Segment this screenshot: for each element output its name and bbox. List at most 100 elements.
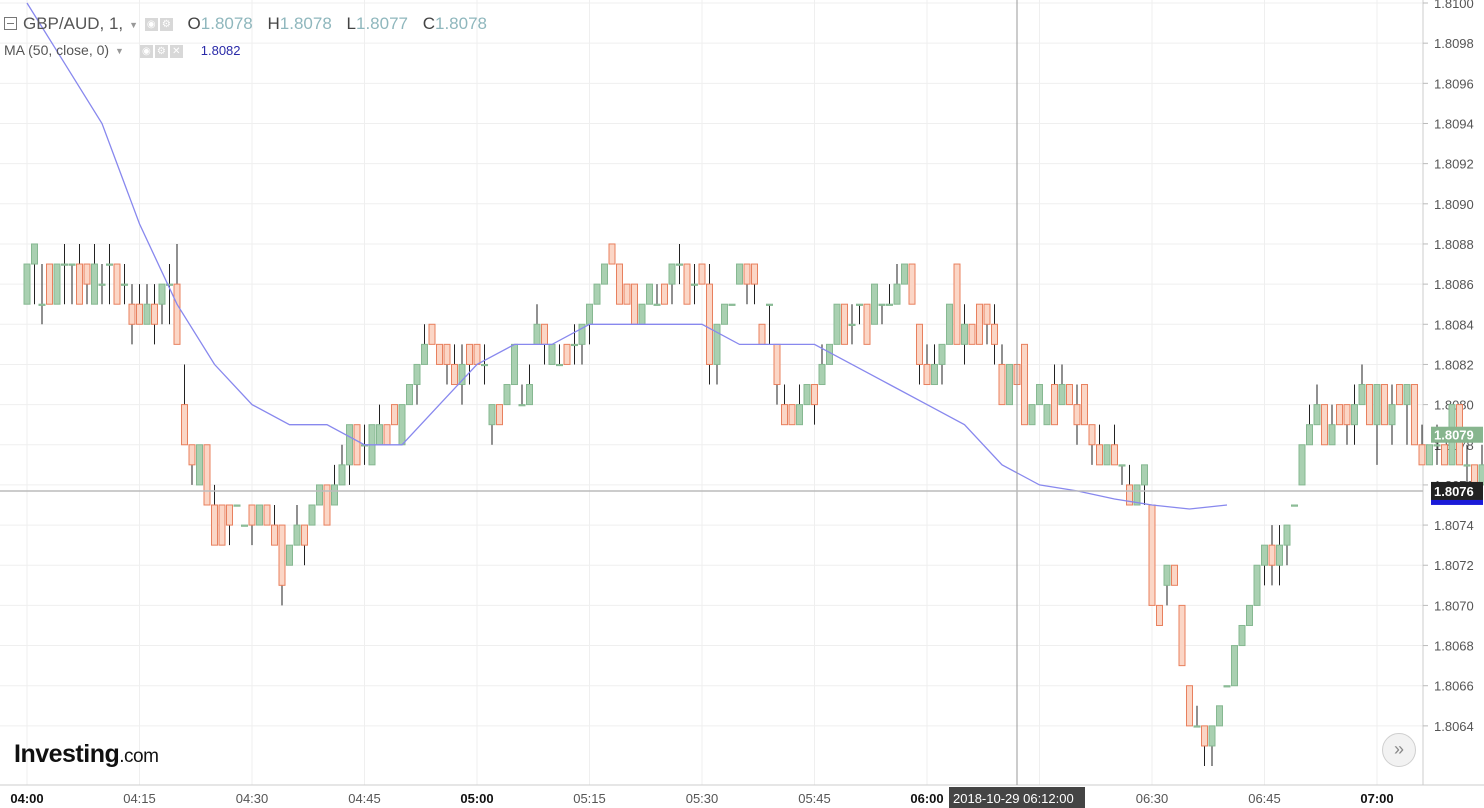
- current-price-marker: [1431, 426, 1483, 443]
- candle-body-up: [413, 363, 421, 386]
- candle: [218, 504, 226, 546]
- candle: [901, 263, 908, 285]
- candle-body-down: [1111, 444, 1118, 466]
- candle-body-down: [1411, 384, 1418, 446]
- ma-label: MA (50, close, 0): [4, 42, 110, 58]
- candle-body-down: [391, 404, 398, 426]
- candle-body-up: [803, 384, 811, 406]
- candle-body-up: [533, 323, 541, 345]
- candle: [893, 264, 901, 305]
- candle-body-up: [1373, 384, 1381, 426]
- candle: [991, 304, 998, 365]
- candle-body-down: [1066, 384, 1073, 406]
- candle: [1096, 424, 1103, 466]
- candle: [68, 263, 76, 305]
- candle: [1058, 364, 1066, 406]
- candle-body-down: [323, 484, 331, 526]
- candle: [301, 524, 308, 566]
- candle-body-up: [31, 243, 38, 265]
- candle-body-down: [1186, 685, 1193, 727]
- time-tick-label: 04:00: [10, 791, 43, 806]
- scroll-to-realtime-button[interactable]: »: [1382, 733, 1416, 767]
- eye-icon[interactable]: ◉: [144, 18, 158, 32]
- candle: [1193, 705, 1201, 728]
- candle-body-up: [931, 363, 938, 386]
- candle-body-up: [1043, 404, 1051, 426]
- candle: [1328, 404, 1336, 446]
- gear-icon[interactable]: ⚙: [154, 44, 168, 58]
- candle-body-down: [436, 343, 443, 365]
- candle-body-down: [1336, 404, 1343, 426]
- candle: [653, 284, 661, 306]
- candle: [758, 323, 766, 345]
- candle: [638, 303, 646, 325]
- candle: [121, 264, 128, 305]
- close-label: C: [422, 14, 435, 33]
- candle: [916, 323, 923, 385]
- eye-icon[interactable]: ◉: [139, 44, 153, 58]
- candle-body-up: [503, 384, 511, 406]
- candle-body-down: [1148, 504, 1156, 606]
- candle-body-down: [173, 283, 181, 345]
- candle: [833, 303, 841, 345]
- price-tick-label: 1.8072: [1434, 558, 1474, 573]
- chevron-down-icon[interactable]: ▼: [115, 46, 124, 57]
- candle-body-up: [668, 263, 676, 285]
- candle: [181, 364, 188, 446]
- chevron-down-icon[interactable]: ▼: [129, 19, 139, 30]
- logo-text: Investing: [14, 740, 120, 768]
- candle: [173, 243, 181, 345]
- price-tick-label: 1.8064: [1434, 719, 1474, 734]
- candle-body-up: [1328, 424, 1336, 446]
- candle-body-down: [1268, 544, 1276, 566]
- candle-body-down: [976, 303, 983, 345]
- candle-body-up: [61, 263, 68, 266]
- candle-body-up: [871, 283, 878, 325]
- candle: [1021, 343, 1028, 426]
- candle: [803, 384, 811, 406]
- candle: [278, 524, 286, 606]
- candle: [1306, 404, 1313, 446]
- gear-icon[interactable]: ⚙: [159, 18, 173, 32]
- low-value: 1.8077: [355, 14, 408, 33]
- candle-body-up: [548, 343, 556, 365]
- candle-body-up: [98, 283, 106, 286]
- candle-body-up: [286, 544, 293, 566]
- candle-body-up: [796, 404, 803, 426]
- candle: [1148, 504, 1156, 606]
- candle: [623, 283, 631, 305]
- candle-body-up: [593, 283, 601, 305]
- crosshair-time-label: 2018-10-29 06:12:00: [953, 791, 1074, 806]
- candle-body-up: [1306, 424, 1313, 446]
- price-tick-label: 1.8096: [1434, 76, 1474, 91]
- candle: [1291, 504, 1298, 507]
- candle: [188, 444, 196, 485]
- candle-body-down: [608, 243, 616, 265]
- candle-body-down: [46, 263, 53, 305]
- price-tick-label: 1.8068: [1434, 639, 1474, 654]
- candle: [436, 343, 443, 365]
- candle-body-down: [631, 283, 638, 325]
- candle: [908, 263, 916, 305]
- candle-body-down: [983, 303, 991, 325]
- candle: [346, 424, 353, 485]
- candle-body-up: [638, 303, 646, 325]
- candle: [1276, 525, 1283, 586]
- candle-body-up: [1403, 384, 1411, 406]
- candle-body-down: [1096, 444, 1103, 466]
- grid: [0, 0, 1423, 785]
- logo-suffix: .com: [119, 746, 159, 767]
- price-tick-label: 1.8090: [1434, 197, 1474, 212]
- candle-body-down: [451, 363, 458, 386]
- candle-body-down: [443, 343, 451, 365]
- price-tick-label: 1.8100: [1434, 0, 1474, 11]
- candle-body-down: [473, 343, 481, 365]
- candle-body-up: [53, 263, 61, 305]
- candle: [443, 343, 451, 385]
- collapse-icon[interactable]: [4, 17, 17, 30]
- candle-body-up: [886, 303, 893, 306]
- candle-body-down: [1021, 343, 1028, 426]
- close-icon[interactable]: ✕: [169, 44, 183, 58]
- investing-logo: Investing.com: [14, 740, 159, 769]
